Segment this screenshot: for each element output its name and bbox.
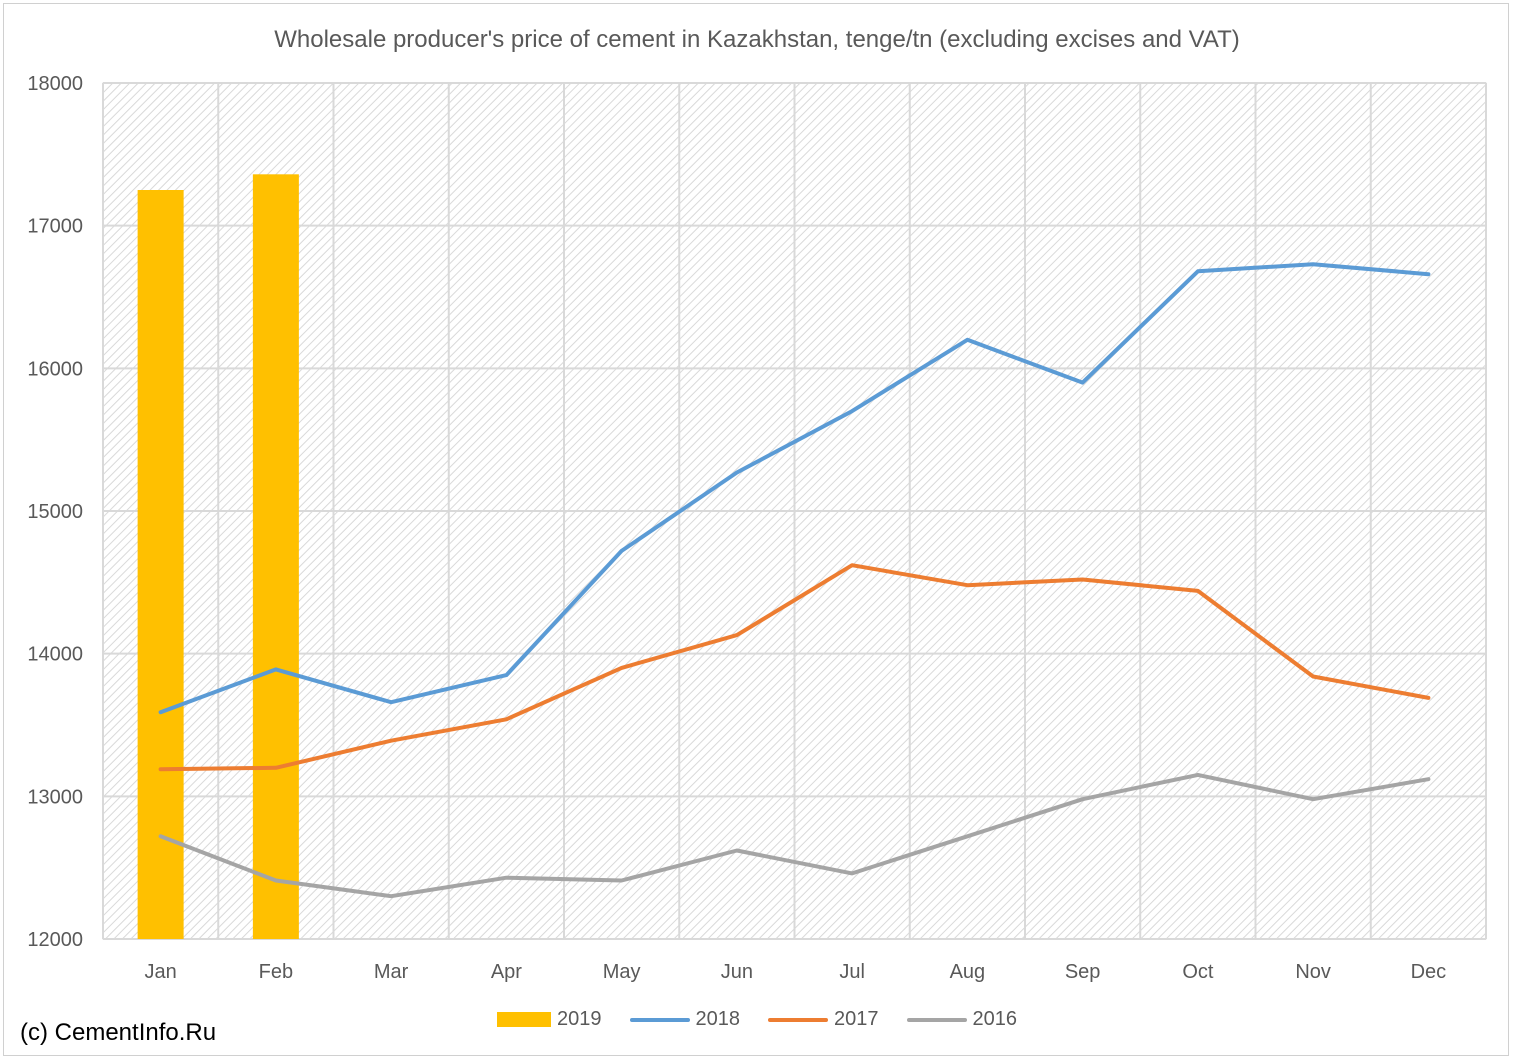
x-tick-label: Mar	[374, 961, 409, 983]
x-tick-label: Feb	[259, 961, 293, 983]
legend-label: 2017	[834, 1008, 879, 1030]
x-tick-label: Apr	[491, 961, 522, 983]
x-tick-label: Oct	[1182, 961, 1214, 983]
y-tick-label: 14000	[27, 644, 83, 666]
bar-2019-feb	[252, 174, 299, 940]
x-tick-label: Nov	[1295, 961, 1331, 983]
y-tick-label: 17000	[27, 216, 83, 238]
bar-2019-jan	[137, 190, 184, 939]
legend-label: 2016	[972, 1008, 1018, 1030]
legend-item-2016: 2016	[906, 1008, 1018, 1031]
series-line-2018	[158, 262, 1431, 715]
x-tick-label: Sep	[1065, 961, 1101, 983]
legend-item-2019: 2019	[497, 1008, 602, 1031]
legend-swatch	[629, 1017, 690, 1022]
y-tick-label: 13000	[27, 786, 83, 808]
x-tick-label: Jul	[839, 961, 865, 983]
x-tick-label: Aug	[950, 961, 986, 983]
series-line-2017	[158, 563, 1431, 772]
legend-swatch	[768, 1017, 828, 1022]
legend-swatch	[906, 1017, 967, 1022]
y-tick-label: 12000	[27, 929, 83, 951]
legend-label: 2018	[695, 1008, 741, 1030]
y-tick-label: 16000	[27, 358, 83, 380]
x-tick-label: May	[603, 961, 641, 983]
chart-title: Wholesale producer's price of cement in …	[274, 26, 1240, 53]
legend-label: 2019	[557, 1008, 602, 1030]
x-tick-label: Jan	[145, 961, 177, 983]
y-tick-label: 15000	[27, 501, 83, 523]
legend-swatch	[497, 1012, 551, 1027]
series-line-2016	[158, 772, 1431, 899]
legend-item-2017: 2017	[768, 1008, 879, 1031]
x-tick-label: Jun	[721, 961, 753, 983]
y-tick-label: 18000	[27, 73, 83, 95]
x-tick-label: Dec	[1411, 961, 1447, 983]
chart-legend: 2019 2018 2017 2016	[0, 1008, 1514, 1031]
copyright-credit: (c) CementInfo.Ru	[20, 1019, 217, 1046]
legend-item-2018: 2018	[629, 1008, 741, 1031]
